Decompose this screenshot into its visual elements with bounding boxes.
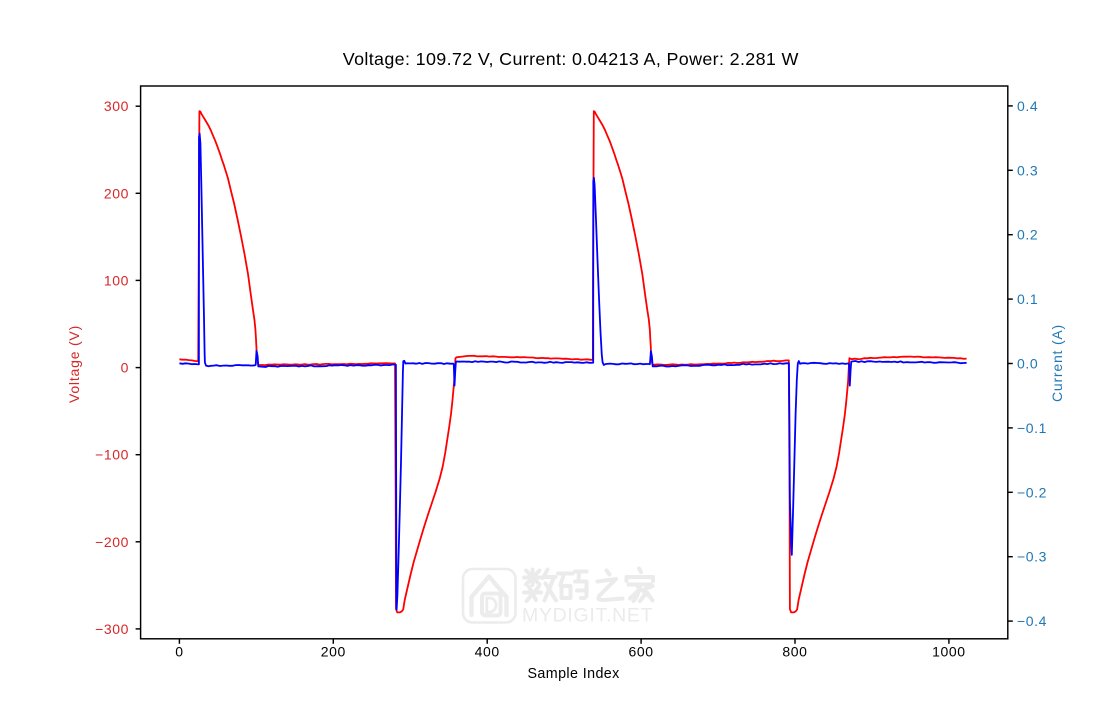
svg-text:−300: −300 bbox=[95, 621, 129, 637]
svg-text:0: 0 bbox=[121, 360, 129, 376]
svg-text:300: 300 bbox=[104, 98, 129, 114]
svg-text:100: 100 bbox=[104, 272, 129, 288]
svg-text:0.2: 0.2 bbox=[1017, 227, 1038, 243]
svg-text:Voltage: 109.72 V, Current: 0.: Voltage: 109.72 V, Current: 0.04213 A, P… bbox=[343, 49, 799, 69]
svg-text:0.4: 0.4 bbox=[1017, 98, 1038, 114]
svg-text:Sample Index: Sample Index bbox=[527, 666, 619, 682]
svg-text:400: 400 bbox=[475, 644, 500, 660]
svg-text:−200: −200 bbox=[95, 534, 129, 550]
svg-text:−0.3: −0.3 bbox=[1017, 549, 1047, 565]
svg-text:−0.1: −0.1 bbox=[1017, 420, 1047, 436]
svg-text:0.1: 0.1 bbox=[1017, 291, 1038, 307]
svg-text:0: 0 bbox=[175, 644, 183, 660]
svg-text:−0.2: −0.2 bbox=[1017, 484, 1047, 500]
svg-text:1000: 1000 bbox=[932, 644, 966, 660]
svg-text:0.0: 0.0 bbox=[1017, 356, 1038, 372]
svg-text:−0.4: −0.4 bbox=[1017, 613, 1047, 629]
svg-text:800: 800 bbox=[782, 644, 807, 660]
svg-text:600: 600 bbox=[629, 644, 654, 660]
svg-text:200: 200 bbox=[104, 185, 129, 201]
svg-text:MYDIGIT.NET: MYDIGIT.NET bbox=[522, 605, 653, 627]
svg-text:Current (A): Current (A) bbox=[1049, 324, 1065, 402]
svg-text:0.3: 0.3 bbox=[1017, 162, 1038, 178]
svg-text:−100: −100 bbox=[95, 447, 129, 463]
svg-text:200: 200 bbox=[321, 644, 346, 660]
svg-text:Voltage (V): Voltage (V) bbox=[66, 325, 82, 403]
